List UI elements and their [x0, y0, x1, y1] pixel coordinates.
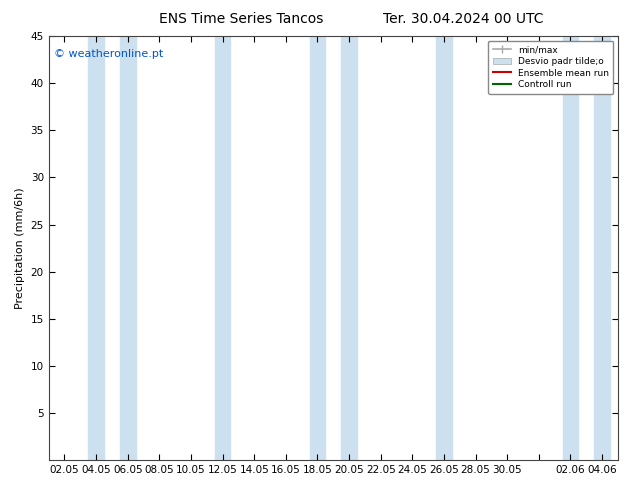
- Text: Ter. 30.04.2024 00 UTC: Ter. 30.04.2024 00 UTC: [382, 12, 543, 26]
- Bar: [562, 36, 578, 460]
- Bar: [341, 36, 357, 460]
- Bar: [88, 36, 104, 460]
- Text: © weatheronline.pt: © weatheronline.pt: [55, 49, 164, 59]
- Bar: [215, 36, 231, 460]
- Bar: [594, 36, 610, 460]
- Text: ENS Time Series Tancos: ENS Time Series Tancos: [158, 12, 323, 26]
- Bar: [436, 36, 452, 460]
- Bar: [120, 36, 136, 460]
- Legend: min/max, Desvio padr tilde;o, Ensemble mean run, Controll run: min/max, Desvio padr tilde;o, Ensemble m…: [488, 41, 613, 94]
- Bar: [309, 36, 325, 460]
- Y-axis label: Precipitation (mm/6h): Precipitation (mm/6h): [15, 187, 25, 309]
